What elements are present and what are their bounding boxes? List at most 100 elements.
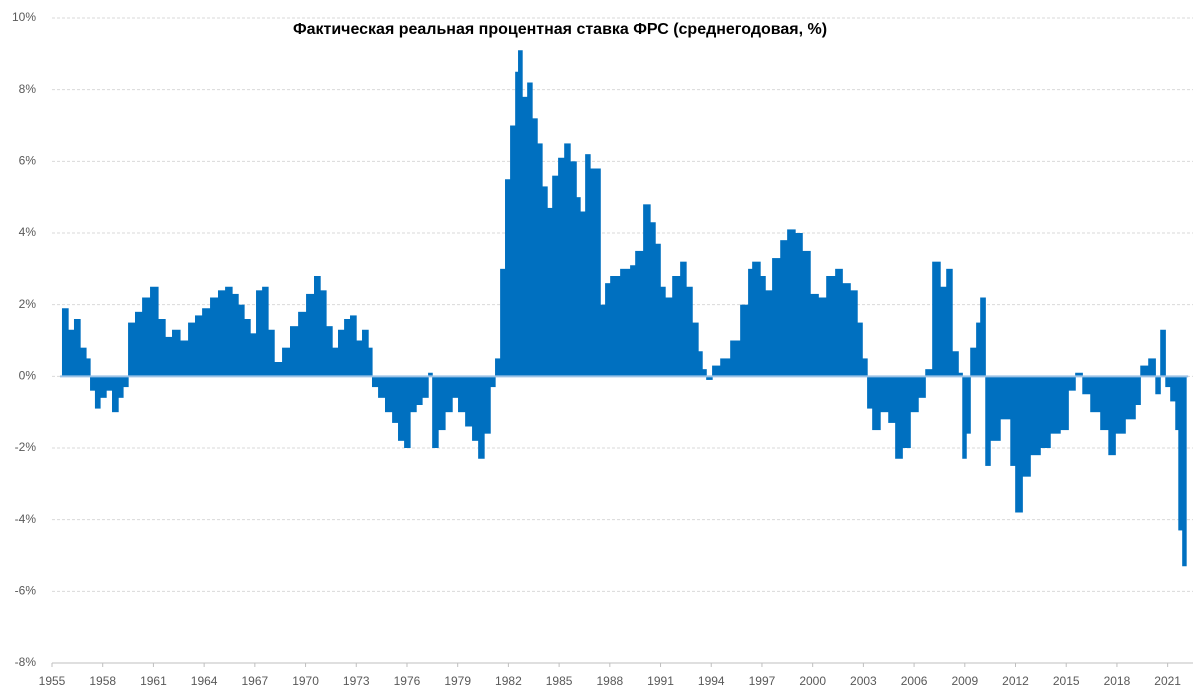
x-tick-label: 1994 — [698, 674, 725, 688]
bar — [432, 376, 439, 448]
bar — [818, 297, 827, 377]
bar — [128, 322, 136, 377]
bar — [1060, 376, 1069, 431]
bar — [1135, 376, 1141, 405]
bar — [320, 290, 327, 377]
y-tick-label: 0% — [19, 369, 37, 383]
bar — [1082, 376, 1091, 395]
y-tick-label: -2% — [15, 440, 37, 454]
bar — [422, 376, 429, 398]
y-tick-label: 4% — [19, 225, 37, 239]
x-tick-label: 1991 — [647, 674, 674, 688]
x-tick-label: 2009 — [951, 674, 978, 688]
bar — [1125, 376, 1136, 420]
bar — [1090, 376, 1101, 413]
bar — [902, 376, 911, 448]
bar — [518, 50, 523, 377]
bar — [1165, 376, 1171, 388]
bar — [188, 322, 196, 377]
bar — [952, 351, 959, 377]
bar — [665, 297, 673, 377]
bar — [142, 297, 151, 377]
bar — [118, 376, 124, 398]
bar — [122, 376, 129, 388]
y-tick-label: 6% — [19, 154, 37, 168]
bar — [338, 329, 345, 377]
bar — [692, 322, 699, 377]
chart-title: Фактическая реальная процентная ставка Ф… — [293, 21, 827, 38]
bar — [532, 118, 538, 377]
bar — [80, 347, 87, 377]
bar — [179, 340, 189, 377]
bar — [1160, 329, 1166, 377]
x-tick-label: 2012 — [1002, 674, 1029, 688]
bar — [752, 261, 761, 377]
bar — [918, 376, 926, 398]
bar — [73, 319, 81, 377]
bar — [795, 233, 803, 377]
bar — [867, 376, 873, 409]
bar — [238, 304, 245, 377]
bar — [385, 376, 393, 413]
y-tick-label: -8% — [15, 655, 37, 669]
bar — [445, 376, 453, 413]
bar — [910, 376, 919, 413]
bar — [552, 175, 559, 377]
bar — [61, 308, 69, 377]
bar — [106, 376, 113, 391]
bar — [976, 322, 981, 377]
x-tick-label: 1979 — [444, 674, 471, 688]
bar — [210, 297, 219, 377]
bar — [537, 143, 543, 377]
bar — [1068, 376, 1076, 391]
y-tick-label: 10% — [12, 10, 36, 24]
bar — [505, 179, 511, 377]
x-tick-label: 1988 — [596, 674, 623, 688]
bar — [362, 329, 369, 377]
bar — [576, 197, 581, 377]
bar — [100, 376, 107, 398]
bar — [134, 311, 143, 377]
x-tick-label: 1982 — [495, 674, 522, 688]
bar — [85, 358, 91, 377]
bar — [452, 376, 459, 398]
x-tick-label: 2000 — [799, 674, 826, 688]
bar — [1170, 376, 1176, 402]
x-tick-label: 2006 — [901, 674, 928, 688]
bar — [1100, 376, 1109, 431]
bar — [990, 376, 1001, 441]
bar — [1140, 365, 1149, 377]
bar — [702, 369, 707, 377]
bar — [760, 276, 766, 377]
bar — [966, 376, 971, 434]
bar — [1010, 376, 1016, 466]
bar — [985, 376, 991, 466]
bar — [940, 286, 947, 377]
bar — [217, 290, 226, 377]
bar — [660, 286, 666, 377]
bar — [650, 222, 656, 377]
bar — [1178, 376, 1183, 531]
bar — [332, 347, 339, 377]
bar — [1050, 376, 1061, 434]
bar — [740, 304, 749, 377]
bar — [195, 315, 203, 377]
bar — [68, 329, 75, 377]
bar — [1075, 372, 1083, 377]
x-tick-label: 1967 — [241, 674, 268, 688]
bar — [392, 376, 399, 423]
bar — [600, 304, 606, 377]
axes: -8% -6% -4% -2% 0% 2% 4% 6% 8% 10% 1955 1958 1961 196… — [12, 10, 1193, 688]
bar — [378, 376, 386, 398]
bar — [862, 358, 868, 377]
bar — [256, 290, 263, 377]
bar — [630, 265, 636, 377]
bar — [202, 308, 211, 377]
bar — [484, 376, 491, 434]
bar — [458, 376, 466, 413]
bar — [802, 250, 811, 377]
bar — [610, 276, 621, 377]
bar — [515, 71, 519, 377]
bar — [314, 276, 321, 377]
bar — [500, 268, 506, 377]
